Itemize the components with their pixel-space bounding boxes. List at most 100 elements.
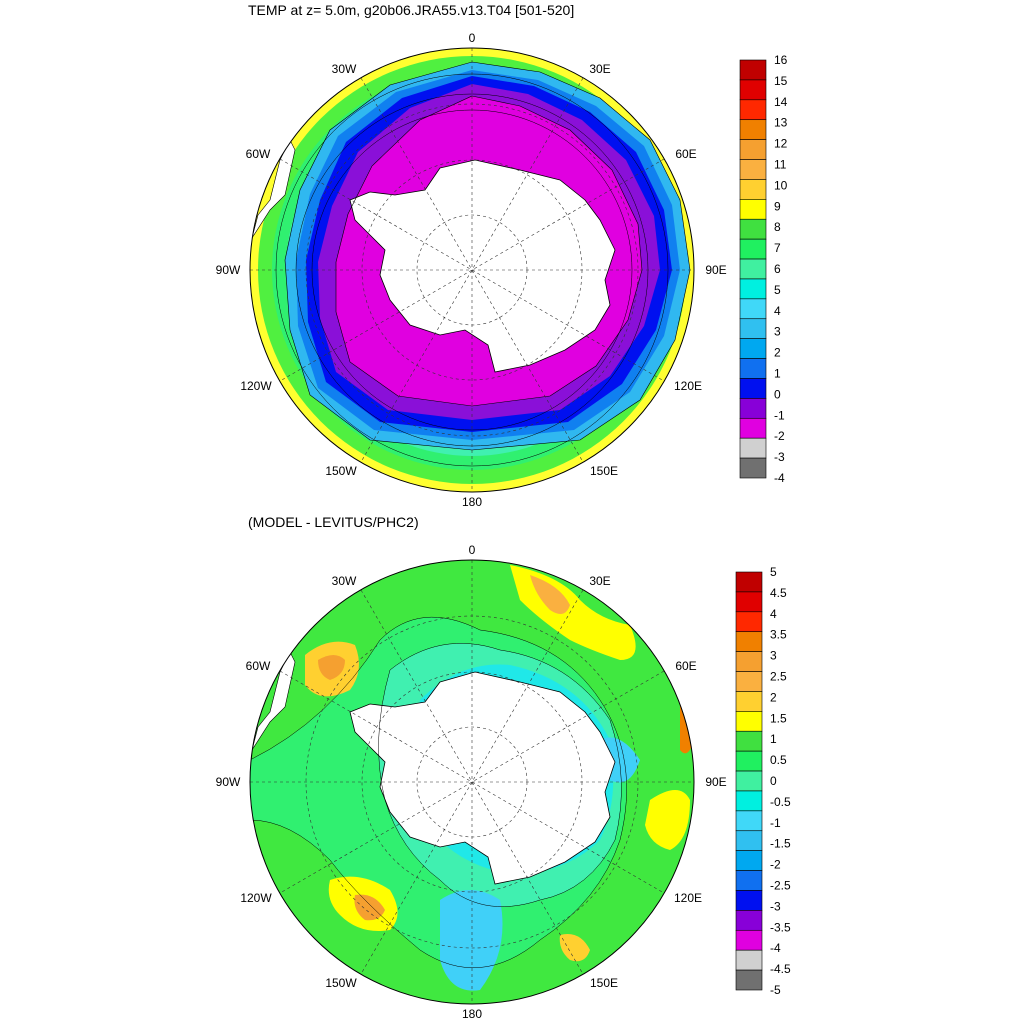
top-lon-label-60e: 60E xyxy=(675,147,696,161)
colorbar-tick-label: 5 xyxy=(774,283,781,297)
colorbar-tick-label: 3 xyxy=(770,649,777,663)
bottom-panel-title: (MODEL - LEVITUS/PHC2) xyxy=(248,514,419,530)
colorbar-swatch xyxy=(739,358,767,379)
top-lon-label-150w: 150W xyxy=(325,464,357,478)
colorbar-tick-label: 14 xyxy=(774,95,788,109)
colorbar-swatch xyxy=(739,338,767,359)
colorbar-tick-label: 9 xyxy=(774,199,781,213)
colorbar-tick-label: -2 xyxy=(774,429,785,443)
colorbar-tick-label: -3 xyxy=(774,450,785,464)
colorbar-swatch xyxy=(739,139,767,160)
colorbar-tick-label: 2 xyxy=(774,346,781,360)
colorbar-tick-label: 2 xyxy=(770,690,777,704)
colorbar-swatch xyxy=(735,750,763,772)
colorbar-swatch xyxy=(739,278,767,300)
colorbar-tick-label: -1.5 xyxy=(770,837,791,851)
colorbar-swatch xyxy=(739,179,767,200)
colorbar-tick-label: -4 xyxy=(774,471,785,485)
colorbar-swatch xyxy=(739,417,767,439)
top-panel-title: TEMP at z= 5.0m, g20b06.JRA55.v13.T04 [5… xyxy=(248,2,575,18)
colorbar-tick-label: 8 xyxy=(774,220,781,234)
colorbar-tick-label: -3.5 xyxy=(770,920,791,934)
bottom-polar-map: 0 30E 60E 90E 120E 150E 180 150W 120W 90… xyxy=(216,543,727,1021)
colorbar-tick-label: -4 xyxy=(770,941,781,955)
colorbar-swatch xyxy=(735,671,763,692)
colorbar-tick-label: 10 xyxy=(774,178,788,192)
top-lon-label-120w: 120W xyxy=(240,379,272,393)
top-lon-label-180: 180 xyxy=(462,495,482,509)
colorbar-tick-label: 15 xyxy=(774,74,788,88)
top-lon-label-90w: 90W xyxy=(216,263,241,277)
bottom-lon-label-90e: 90E xyxy=(705,775,726,789)
colorbar-tick-label: 0.5 xyxy=(770,753,787,767)
colorbar-tick-label: -1 xyxy=(770,816,781,830)
colorbar-swatch xyxy=(739,258,767,280)
colorbar-swatch xyxy=(735,711,763,732)
colorbar-swatch xyxy=(739,119,767,140)
colorbar-swatch xyxy=(735,790,763,812)
colorbar-swatch xyxy=(735,910,763,931)
colorbar-swatch xyxy=(739,59,767,81)
colorbar-swatch xyxy=(739,79,767,101)
colorbar-tick-label: 1 xyxy=(774,367,781,381)
bottom-lon-label-90w: 90W xyxy=(216,775,241,789)
top-lon-label-120e: 120E xyxy=(674,379,702,393)
colorbar-tick-label: 4 xyxy=(770,607,777,621)
colorbar-swatch xyxy=(735,949,763,971)
colorbar-tick-label: -3 xyxy=(770,899,781,913)
bottom-lon-label-120w: 120W xyxy=(240,891,272,905)
top-polar-map: 0 30E 60E 90E 120E 150E 180 150W 120W 90… xyxy=(216,31,727,509)
colorbar-tick-label: 16 xyxy=(774,53,788,67)
colorbar-swatch xyxy=(739,218,767,240)
colorbar-swatch xyxy=(735,571,763,593)
colorbar-swatch xyxy=(739,318,767,339)
bottom-lon-label-30w: 30W xyxy=(332,574,357,588)
colorbar-tick-label: 2.5 xyxy=(770,670,787,684)
bottom-lon-label-30e: 30E xyxy=(589,574,610,588)
colorbar-swatch xyxy=(739,378,767,399)
colorbar-swatch xyxy=(735,850,763,871)
colorbar-tick-label: 4 xyxy=(774,304,781,318)
colorbar-swatch xyxy=(739,99,767,121)
top-lon-label-0: 0 xyxy=(469,31,476,45)
bottom-lon-label-150e: 150E xyxy=(590,976,618,990)
colorbar-swatch xyxy=(739,298,767,320)
colorbar-swatch xyxy=(735,651,763,672)
colorbar-swatch xyxy=(739,398,767,419)
colorbar-swatch xyxy=(735,730,763,752)
colorbar-tick-label: -5 xyxy=(770,983,781,997)
colorbar-swatch xyxy=(735,770,763,792)
colorbar-swatch xyxy=(735,929,763,951)
colorbar-swatch xyxy=(735,890,763,911)
bottom-lon-label-0: 0 xyxy=(469,543,476,557)
colorbar-swatch xyxy=(735,631,763,652)
top-lon-label-30e: 30E xyxy=(589,62,610,76)
colorbar-tick-label: 12 xyxy=(774,137,788,151)
colorbar-tick-label: -2 xyxy=(770,858,781,872)
colorbar-swatch xyxy=(739,457,767,479)
colorbar-swatch xyxy=(739,159,767,180)
bottom-lon-label-60w: 60W xyxy=(246,659,271,673)
colorbar-swatch xyxy=(739,238,767,260)
colorbar-tick-label: -2.5 xyxy=(770,879,791,893)
colorbar-swatch xyxy=(735,810,763,832)
colorbar-tick-label: -4.5 xyxy=(770,962,791,976)
colorbar-swatch xyxy=(735,691,763,712)
colorbar-swatch xyxy=(735,611,763,633)
bottom-lon-label-180: 180 xyxy=(462,1007,482,1021)
colorbar-swatch xyxy=(735,591,763,613)
top-lon-label-90e: 90E xyxy=(705,263,726,277)
colorbar-tick-label: 5 xyxy=(770,565,777,579)
colorbar-swatch xyxy=(735,969,763,991)
colorbar-swatch xyxy=(735,870,763,891)
colorbar-tick-label: 1 xyxy=(770,732,777,746)
bottom-lon-label-60e: 60E xyxy=(675,659,696,673)
colorbar-tick-label: 3 xyxy=(774,325,781,339)
colorbar-tick-label: 6 xyxy=(774,262,781,276)
colorbar-swatch xyxy=(735,830,763,851)
colorbar-tick-label: 11 xyxy=(774,158,787,172)
colorbar-swatch xyxy=(739,199,767,220)
bottom-colorbar: 5 4.5 4 3.5 3 2.5 2 1.5 1 0.5 0 -0.5 -1 -1.5 -2 -2.5 -3 -… xyxy=(735,565,791,997)
